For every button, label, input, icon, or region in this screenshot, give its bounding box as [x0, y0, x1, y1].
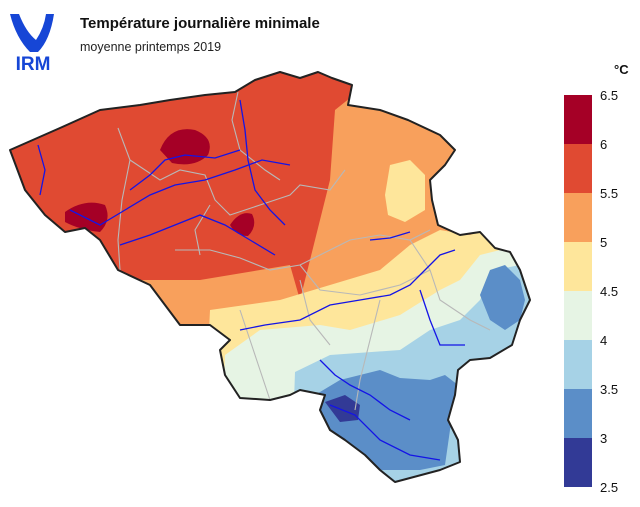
- river-lesse: [329, 404, 441, 461]
- legend-bin: [564, 389, 592, 438]
- legend-tick-label: 5.5: [600, 186, 618, 201]
- rivers: [37, 99, 465, 461]
- legend-tick-label: 6: [600, 137, 607, 152]
- river-lys: [69, 159, 291, 226]
- logo-emblem: [10, 14, 54, 52]
- river-scheldt: [37, 144, 46, 196]
- river-dyle: [239, 99, 286, 226]
- legend-tick-label: 2.5: [600, 480, 618, 495]
- legend-bin: [564, 144, 592, 193]
- legend-bin: [564, 242, 592, 291]
- legend-tick-label: 4: [600, 333, 607, 348]
- legend-bin: [564, 438, 592, 487]
- legend-tick-label: 3: [600, 431, 607, 446]
- zone-2-5-3: [325, 395, 360, 422]
- legend-bin: [564, 95, 592, 144]
- river-semois: [319, 359, 411, 421]
- legend-tick-label: 4.5: [600, 284, 618, 299]
- legend-tick-label: 6.5: [600, 88, 618, 103]
- legend-tick-label: 5: [600, 235, 607, 250]
- legend-tick-label: 3.5: [600, 382, 618, 397]
- color-legend: 6.5 6 5.5 5 4.5 4 3.5 3 2.5: [564, 88, 618, 495]
- river-ourthe: [419, 289, 465, 346]
- zone-6-6-5-c: [230, 213, 255, 236]
- zone-3-3-5: [315, 370, 458, 470]
- belgium-border: [9, 71, 531, 483]
- zone-6-6-5-b: [65, 202, 108, 232]
- temperature-map: [9, 71, 531, 483]
- zone-3-3-5-east: [480, 265, 525, 330]
- logo-text: IRM: [16, 54, 51, 72]
- page-title: Température journalière minimale: [80, 15, 320, 32]
- page-subtitle: moyenne printemps 2019: [80, 40, 222, 54]
- province-borders: [117, 91, 491, 411]
- zone-4-5-5-lux: [385, 160, 425, 222]
- river-dender: [119, 214, 276, 256]
- legend-bin: [564, 193, 592, 242]
- legend-bin: [564, 291, 592, 340]
- legend-bin: [564, 340, 592, 389]
- legend-unit: °C: [614, 62, 629, 77]
- river-scheldt-2: [129, 149, 241, 191]
- river-meuse: [239, 249, 456, 331]
- irm-logo: IRM: [6, 10, 60, 75]
- river-sambre: [369, 231, 411, 241]
